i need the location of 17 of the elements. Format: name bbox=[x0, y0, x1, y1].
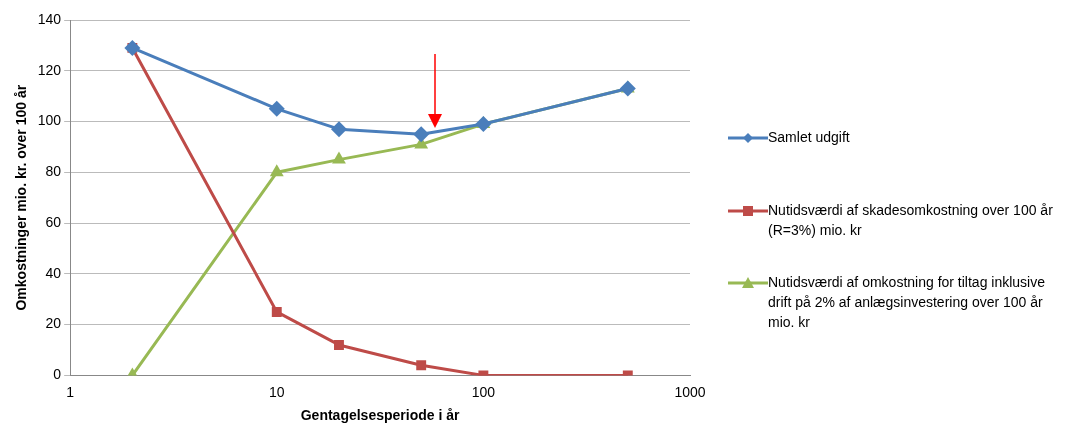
y-tick-label: 60 bbox=[45, 213, 62, 230]
legend-label: Nutidsværdi af skadesomkostning over 100 år (R=3%) mio. kr bbox=[768, 201, 1054, 240]
x-tick-label: 10 bbox=[268, 383, 285, 400]
legend-label: Samlet udgift bbox=[768, 128, 851, 147]
y-tick-label: 0 bbox=[53, 366, 62, 383]
x-axis-title: Gentagelsesperiode i år bbox=[300, 407, 460, 424]
legend-label: Nutidsværdi af omkostning for tiltag inklusive drift på 2% af anlægsinvestering over 100 år mio. kr bbox=[768, 273, 1046, 332]
x-tick-label: 1000 bbox=[674, 383, 706, 400]
x-tick-label: 1 bbox=[66, 383, 75, 400]
x-tick-label: 100 bbox=[471, 383, 496, 400]
y-tick-label: 100 bbox=[37, 112, 62, 129]
y-tick-label: 120 bbox=[37, 61, 62, 78]
y-tick-label: 140 bbox=[37, 10, 62, 27]
y-tick-label: 20 bbox=[45, 315, 62, 332]
y-tick-label: 40 bbox=[45, 264, 62, 281]
y-axis-title: Omkostninger mio. kr. over 100 år bbox=[13, 84, 30, 311]
y-tick-label: 80 bbox=[45, 163, 62, 180]
